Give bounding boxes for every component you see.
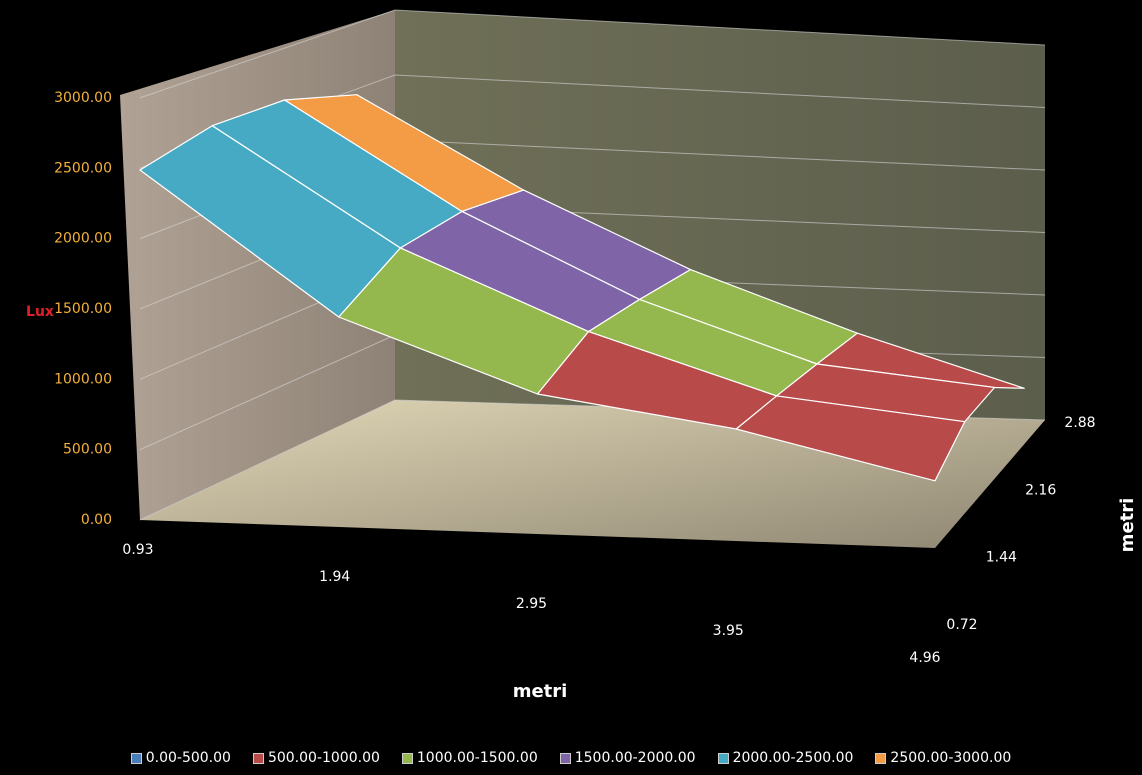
legend-item: 2000.00-2500.00 xyxy=(717,750,854,766)
z-tick-label: 2000.00 xyxy=(54,231,112,247)
x-tick-label: 3.95 xyxy=(713,623,744,639)
z-tick-label: 2500.00 xyxy=(54,160,112,176)
chart: Lux metri metri 0.00 500.00 1000.00 1500.00… xyxy=(26,9,1138,702)
grid-line xyxy=(139,9,1046,99)
z-axis-label: Lux xyxy=(26,304,54,320)
legend-item: 0.00-500.00 xyxy=(130,750,231,766)
legend-item: 1000.00-1500.00 xyxy=(401,750,538,766)
depth-tick-label: 2.88 xyxy=(1064,415,1095,431)
legend-label: 2500.00-3000.00 xyxy=(890,750,1012,766)
legend-swatch xyxy=(559,752,571,764)
z-tick-label: 0.00 xyxy=(81,512,112,528)
legend-label: 2000.00-2500.00 xyxy=(732,750,854,766)
legend-item: 1500.00-2000.00 xyxy=(559,750,696,766)
z-tick-label: 3000.00 xyxy=(54,90,112,106)
depth-axis-label: metri xyxy=(1117,498,1138,553)
legend-swatch xyxy=(401,752,413,764)
surface-cell xyxy=(735,395,966,482)
legend-label: 0.00-500.00 xyxy=(145,750,231,766)
depth-tick-label: 1.44 xyxy=(986,550,1017,566)
legend-label: 1000.00-1500.00 xyxy=(416,750,538,766)
legend-swatch xyxy=(875,752,887,764)
x-tick-label: 2.95 xyxy=(516,596,547,612)
legend-swatch xyxy=(252,752,264,764)
x-tick-label: 4.96 xyxy=(909,650,940,666)
legend-swatch xyxy=(717,752,729,764)
x-tick-label: 1.94 xyxy=(319,569,350,585)
legend-label: 500.00-1000.00 xyxy=(267,750,380,766)
z-tick-label: 1000.00 xyxy=(54,371,112,387)
legend-swatch xyxy=(130,752,142,764)
legend-item: 2500.00-3000.00 xyxy=(875,750,1011,766)
x-tick-label: 0.93 xyxy=(122,542,153,558)
depth-tick-label: 2.16 xyxy=(1025,482,1056,498)
legend-item: 500.00-1000.00 xyxy=(252,750,380,766)
z-tick-label: 500.00 xyxy=(63,442,112,458)
depth-tick-label: 0.72 xyxy=(946,617,977,633)
z-tick-label: 1500.00 xyxy=(54,301,112,317)
legend: 0.00-500.00 500.00-1000.00 1000.00-1500.00… xyxy=(0,750,1142,766)
x-axis-label: metri xyxy=(513,681,568,702)
legend-label: 1500.00-2000.00 xyxy=(574,750,696,766)
